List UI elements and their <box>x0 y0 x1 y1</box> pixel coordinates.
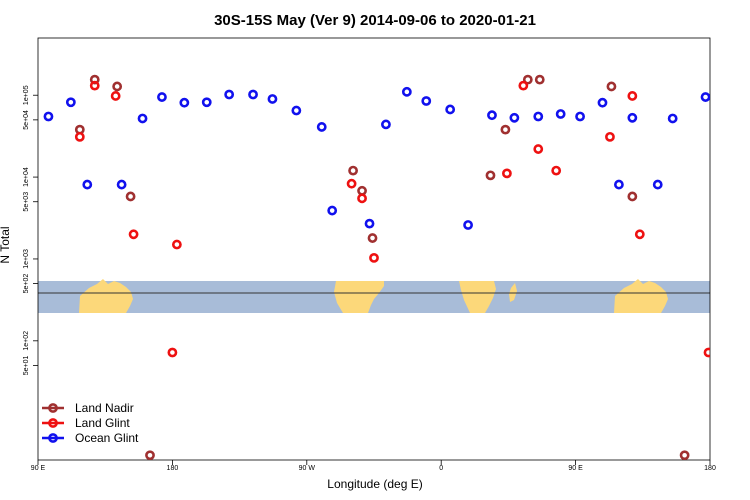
x-axis: 90 E 180 90 W 0 90 E 180 <box>31 460 716 472</box>
ocean-glint-point <box>201 97 212 108</box>
legend-marker-land-nadir <box>48 403 58 413</box>
land-glint-point <box>703 347 710 358</box>
ocean-glint-point <box>82 179 93 190</box>
ocean-glint-point <box>555 109 566 119</box>
land-glint-point <box>74 131 85 142</box>
ocean-glint-point <box>597 97 608 108</box>
ocean-glint-point <box>179 97 190 108</box>
ocean-glint-point <box>291 105 302 116</box>
ocean-glint-point <box>509 112 520 123</box>
land-glint-point <box>502 168 512 179</box>
land-glint-point <box>369 252 379 263</box>
ocean-glint-point <box>137 113 148 124</box>
ocean-glint-point <box>421 96 432 106</box>
x-tick-label: 180 <box>167 465 179 472</box>
ocean-glint-point <box>401 86 412 97</box>
legend-label-ocean-glint: Ocean Glint <box>75 431 139 445</box>
legend-marker-ocean-glint <box>48 433 58 443</box>
ocean-glint-point <box>316 122 327 132</box>
land-nadir-point <box>534 74 545 85</box>
data-points <box>43 74 710 460</box>
y-tick-label: 1e+03 <box>23 249 30 269</box>
y-tick-label: 5e+03 <box>23 192 30 212</box>
landmass-africa <box>459 281 496 313</box>
land-nadir-point <box>357 185 367 196</box>
y-tick-label: 1e+02 <box>23 331 30 351</box>
ocean-glint-point <box>267 94 278 104</box>
y-tick-label: 5e+02 <box>23 274 30 294</box>
landmass-south-america <box>334 281 384 313</box>
land-nadir-point <box>348 165 358 176</box>
chart-title: 30S-15S May (Ver 9) 2014-09-06 to 2020-0… <box>214 12 536 29</box>
ocean-glint-point <box>65 97 76 108</box>
land-nadir-point <box>485 170 496 181</box>
land-glint-point <box>171 239 182 250</box>
map-band <box>38 279 710 313</box>
land-nadir-point <box>627 191 638 202</box>
land-glint-point <box>357 193 367 204</box>
ocean-glint-point <box>627 112 638 123</box>
land-glint-point <box>167 347 178 358</box>
land-glint-point <box>551 165 562 176</box>
land-glint-point <box>346 178 357 189</box>
ocean-glint-point <box>533 111 544 122</box>
ocean-glint-point <box>575 111 585 122</box>
y-axis: 5e+01 1e+02 5e+02 1e+03 5e+03 1e+04 5e+04 1e+05 <box>23 85 38 375</box>
x-tick-label: 90 E <box>568 465 583 472</box>
y-tick-label: 1e+04 <box>23 167 30 187</box>
landmass-australia-repeat <box>614 279 668 313</box>
ocean-glint-point <box>700 92 710 102</box>
x-tick-label: 180 <box>704 465 716 472</box>
ocean-glint-point <box>116 179 127 190</box>
ocean-glint-point <box>463 220 473 230</box>
x-axis-label: Longitude (deg E) <box>327 477 422 491</box>
y-tick-label: 5e+04 <box>23 110 30 130</box>
legend-label-land-nadir: Land Nadir <box>75 401 134 415</box>
x-tick-label: 90 W <box>299 465 316 472</box>
plot-frame <box>37 37 711 461</box>
land-nadir-point <box>606 81 617 92</box>
landmass-australia <box>79 279 133 313</box>
land-glint-point <box>128 229 139 240</box>
ocean-glint-point <box>487 110 497 121</box>
ocean-glint-point <box>248 89 258 100</box>
ocean-glint-point <box>224 89 235 100</box>
land-nadir-point <box>145 450 155 460</box>
land-nadir-point <box>522 74 533 85</box>
ocean-glint-point <box>157 92 167 102</box>
legend-marker-land-glint <box>48 418 58 428</box>
ocean-glint-point <box>652 179 663 190</box>
land-nadir-point <box>112 81 123 92</box>
land-glint-point <box>533 144 544 154</box>
land-nadir-point <box>500 124 511 135</box>
y-tick-label: 1e+05 <box>23 85 30 105</box>
legend-label-land-glint: Land Glint <box>75 416 130 430</box>
ocean-glint-point <box>381 119 391 130</box>
ocean-glint-point <box>43 111 54 122</box>
ocean-glint-point <box>667 113 678 124</box>
land-nadir-point <box>125 191 136 202</box>
land-nadir-point <box>679 450 690 460</box>
land-glint-point <box>605 131 615 142</box>
y-axis-label: N Total <box>0 226 12 263</box>
ocean-glint-point <box>445 104 456 115</box>
y-tick-label: 5e+01 <box>23 356 30 376</box>
ocean-glint-point <box>327 205 338 216</box>
land-glint-point <box>110 91 121 101</box>
land-glint-point <box>627 91 638 101</box>
x-tick-label: 0 <box>439 465 443 472</box>
land-nadir-point <box>367 233 378 243</box>
x-tick-label: 90 E <box>31 465 46 472</box>
land-glint-point <box>89 80 100 91</box>
ocean-glint-point <box>364 218 375 229</box>
ocean-glint-point <box>614 179 624 190</box>
land-glint-point <box>518 80 529 91</box>
land-glint-point <box>634 229 645 240</box>
